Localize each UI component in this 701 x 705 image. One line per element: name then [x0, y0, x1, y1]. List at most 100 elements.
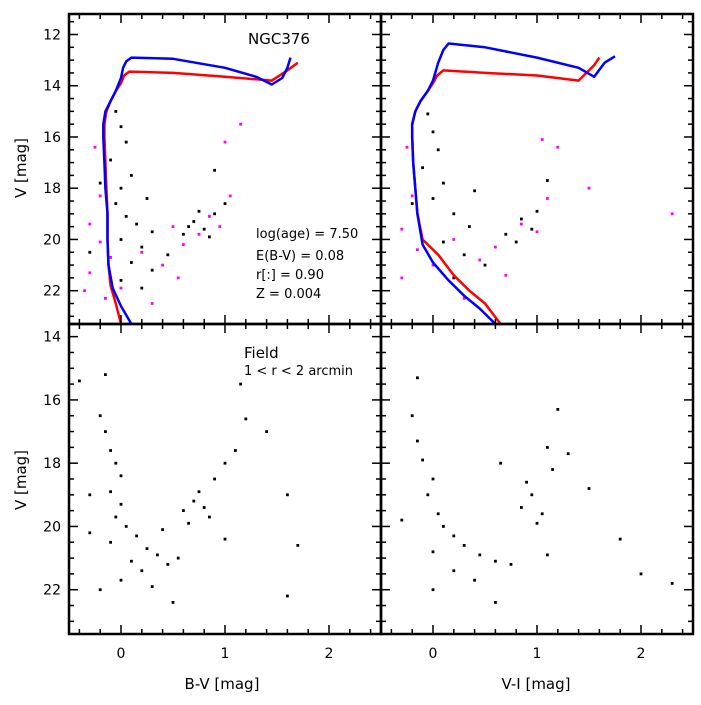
star-point: [114, 461, 118, 465]
star-point: [119, 279, 123, 282]
star-point: [135, 222, 138, 226]
star-point: [416, 439, 419, 443]
field-star-point: [88, 222, 92, 226]
x-axis-label-left: B-V [mag]: [185, 675, 260, 693]
star-point: [150, 585, 154, 588]
star-point: [530, 227, 534, 231]
field-star-point: [520, 222, 523, 226]
star-point: [130, 559, 133, 563]
star-point: [244, 417, 248, 421]
field-star-point: [410, 194, 414, 198]
field-star-point: [176, 276, 180, 280]
star-point: [462, 544, 466, 547]
star-point: [213, 477, 216, 481]
x-tick-label: 2: [325, 646, 334, 662]
star-point: [587, 487, 591, 490]
star-point: [187, 521, 190, 525]
star-point: [410, 414, 414, 418]
star-point: [436, 512, 440, 516]
star-point: [520, 217, 523, 221]
star-point: [213, 212, 216, 216]
star-point: [182, 232, 185, 236]
star-point: [546, 446, 549, 449]
star-point: [119, 238, 123, 241]
field-star-point: [494, 245, 497, 249]
field-star-point: [556, 145, 560, 149]
star-point: [473, 578, 476, 582]
star-point: [535, 521, 539, 525]
panel-bottom-left: [78, 373, 300, 604]
panel-frame: [379, 322, 695, 636]
field-star-point: [83, 289, 86, 293]
field-star-point: [587, 186, 591, 190]
star-point: [176, 556, 180, 560]
field-star-point: [540, 138, 544, 141]
star-point: [150, 230, 154, 234]
star-point: [286, 493, 289, 497]
star-point: [197, 490, 201, 494]
panel-top-left: [83, 56, 299, 324]
annotation-reddening: E(B-V) = 0.08: [256, 249, 344, 264]
star-point: [161, 528, 164, 531]
field-star-point: [416, 248, 419, 252]
star-point: [421, 458, 424, 462]
star-point: [431, 588, 435, 592]
field-star-point: [140, 250, 144, 254]
field-star-point: [218, 225, 222, 228]
x-tick-label: 1: [221, 646, 230, 662]
star-point: [452, 276, 456, 280]
star-point: [504, 232, 508, 236]
star-point: [109, 449, 112, 452]
star-point: [514, 240, 518, 244]
field-star-point: [535, 230, 539, 234]
field-star-point: [197, 232, 201, 236]
field-star-point: [228, 194, 232, 198]
field-star-point: [239, 122, 242, 126]
field-star-point: [223, 140, 227, 144]
star-point: [208, 235, 211, 239]
star-point: [104, 373, 107, 376]
star-point: [140, 245, 144, 249]
star-point: [431, 477, 435, 481]
field-star-point: [670, 212, 674, 216]
field-star-point: [109, 256, 112, 259]
star-point: [431, 197, 435, 200]
star-point: [119, 474, 123, 478]
star-point: [494, 601, 497, 604]
y-tick-label: 22: [43, 583, 61, 599]
star-point: [192, 220, 196, 223]
star-point: [124, 140, 128, 144]
star-point: [88, 250, 92, 254]
y-tick-label: 14: [43, 330, 61, 346]
star-point: [452, 534, 456, 538]
star-point: [426, 493, 430, 497]
star-point: [124, 525, 128, 528]
star-point: [202, 506, 206, 509]
y-axis-label-top: V [mag]: [12, 138, 30, 198]
star-point: [78, 379, 81, 383]
panel-title: NGC376: [248, 30, 310, 48]
star-point: [546, 179, 549, 182]
star-point: [442, 181, 445, 185]
y-tick-label: 22: [43, 284, 61, 300]
y-tick-label: 12: [43, 27, 61, 43]
star-point: [436, 148, 440, 152]
y-tick-label: 20: [43, 519, 61, 535]
star-point: [546, 553, 549, 557]
star-point: [639, 572, 643, 576]
field-star-point: [171, 225, 175, 228]
field-star-point: [431, 263, 435, 267]
star-point: [88, 493, 92, 497]
star-point: [416, 376, 419, 380]
star-point: [88, 531, 92, 535]
star-point: [509, 563, 513, 566]
star-point: [140, 286, 144, 290]
star-point: [119, 502, 123, 506]
star-point: [114, 110, 118, 113]
star-point: [223, 537, 227, 541]
star-point: [98, 588, 102, 592]
star-point: [119, 125, 123, 129]
field-star-point: [208, 215, 211, 218]
star-point: [187, 225, 190, 228]
